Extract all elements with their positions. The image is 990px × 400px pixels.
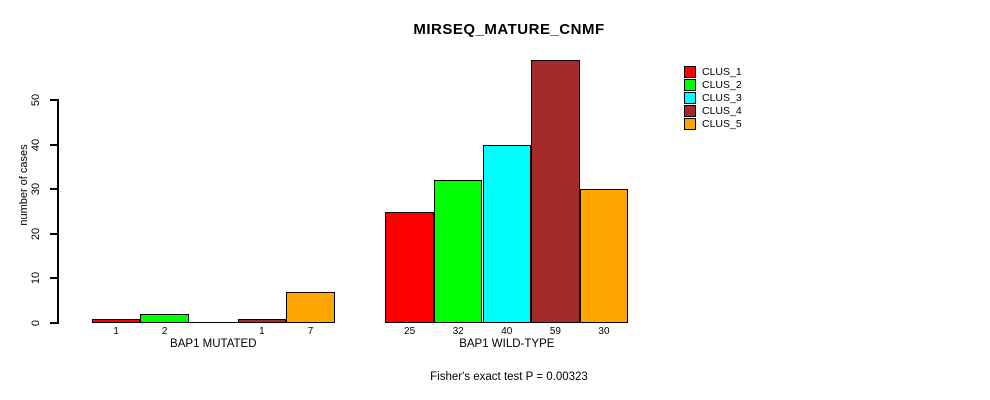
chart-title: MIRSEQ_MATURE_CNMF — [413, 21, 605, 38]
bar-value-label: 59 — [549, 325, 561, 337]
annotation-fisher-test: Fisher's exact test P = 0.00323 — [430, 371, 588, 383]
baseline-bap1-mutated — [91, 321, 335, 323]
bar-bap1-wild-type-clus_5 — [579, 189, 629, 323]
bar-bap1-mutated-clus_5 — [286, 291, 335, 323]
legend: CLUS_1 CLUS_2 CLUS_3 CLUS_4 CLUS_5 — [684, 65, 742, 131]
legend-item-clus_5: CLUS_5 — [684, 118, 742, 131]
legend-item-clus_2: CLUS_2 — [684, 78, 742, 91]
bar-value-label: 1 — [113, 325, 119, 337]
bar-value-label: 32 — [452, 325, 464, 337]
legend-swatch-clus_2 — [684, 78, 696, 91]
legend-swatch-clus_1 — [684, 65, 696, 78]
legend-swatch-clus_3 — [684, 91, 696, 104]
y-tick-0 — [50, 322, 57, 324]
legend-item-clus_4: CLUS_4 — [684, 105, 742, 118]
legend-label: CLUS_5 — [702, 118, 742, 131]
bar-value-label: 2 — [161, 325, 168, 337]
bar-bap1-wild-type-clus_3 — [482, 144, 532, 323]
y-tick-label-10: 10 — [30, 272, 42, 285]
bar-bap1-wild-type-clus_4 — [531, 59, 580, 323]
group-label-bap1-wild-type: BAP1 WILD-TYPE — [459, 338, 555, 350]
bar-value-label: 30 — [598, 325, 610, 337]
y-tick-label-40: 40 — [30, 138, 42, 151]
bar-bap1-wild-type-clus_1 — [385, 211, 434, 323]
y-tick-label-50: 50 — [30, 93, 42, 107]
legend-swatch-clus_4 — [684, 105, 696, 118]
y-tick-label-30: 30 — [30, 183, 42, 196]
bar-value-label: 1 — [259, 325, 265, 337]
bar-value-label: 7 — [307, 325, 314, 337]
bar-value-label: 40 — [501, 325, 513, 337]
y-tick-label-20: 20 — [30, 227, 42, 240]
y-tick-30 — [50, 188, 57, 191]
bar-bap1-wild-type-clus_2 — [433, 180, 483, 323]
bar-bap1-mutated-clus_4 — [237, 318, 287, 323]
legend-swatch-clus_5 — [684, 118, 696, 131]
y-axis-line — [57, 99, 59, 324]
legend-item-clus_1: CLUS_1 — [684, 65, 742, 78]
legend-label: CLUS_3 — [702, 91, 742, 104]
legend-label: CLUS_1 — [702, 65, 742, 78]
bar-bap1-mutated-clus_1 — [91, 318, 141, 323]
y-tick-50 — [50, 99, 57, 101]
legend-label: CLUS_4 — [702, 105, 742, 118]
y-tick-20 — [50, 232, 57, 235]
y-tick-40 — [50, 143, 57, 146]
y-tick-label-0: 0 — [30, 319, 42, 327]
bar-value-label: 25 — [404, 325, 416, 337]
legend-label: CLUS_2 — [702, 78, 742, 91]
legend-item-clus_3: CLUS_3 — [684, 91, 742, 104]
bar-bap1-mutated-clus_2 — [140, 314, 189, 323]
group-label-bap1-mutated: BAP1 MUTATED — [170, 338, 257, 350]
y-tick-10 — [50, 277, 57, 280]
